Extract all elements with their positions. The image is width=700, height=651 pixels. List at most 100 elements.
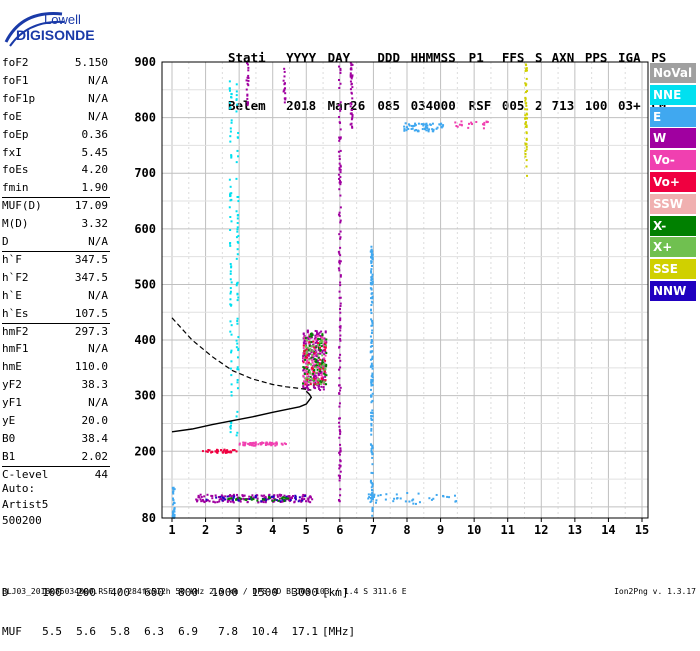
echo-point [313,369,316,372]
echo-point [338,405,341,408]
echo-point [230,93,233,96]
echo-point [442,124,445,127]
param-row: yE 20.0 [2,414,108,432]
echo-point [311,353,314,356]
echo-point [301,495,304,498]
echo-point [485,120,488,123]
echo-point [448,496,451,499]
echo-point [312,386,315,389]
echo-point [228,178,231,181]
echo-point [274,444,277,447]
echo-point [291,497,294,500]
echo-point [524,155,527,158]
echo-point [304,358,307,361]
echo-point [316,345,319,348]
echo-point [483,123,486,126]
echo-point [323,344,326,347]
param-row: C-level 44 [2,468,108,486]
echo-point [283,101,286,104]
echo-point [210,494,213,497]
echo-point [526,174,529,177]
echo-point [371,296,374,299]
echo-point [310,333,313,336]
echo-point [242,441,245,444]
echo-point [277,499,280,502]
echo-point [294,498,297,501]
echo-point [305,500,308,503]
echo-point [524,96,527,99]
echo-point [271,495,274,498]
echo-point [303,337,306,340]
echo-point [525,124,528,127]
y-tick-label: 500 [134,277,156,291]
param-value: 107.5 [74,306,108,320]
echo-point [314,349,317,352]
legend-item-vo: Vo- [650,150,696,171]
muf-cell: 6.3 [144,625,164,638]
header-label-9: PPS [584,50,608,65]
echo-point [307,347,310,350]
echo-point [370,262,373,265]
echo-point [349,112,352,115]
param-value: 5.150 [74,56,108,69]
echo-point [369,365,372,368]
echo-point [314,336,317,339]
echo-point [233,449,236,452]
echo-point [264,501,267,504]
echo-point [369,287,372,290]
echo-point [525,148,528,151]
echo-point [171,511,174,514]
echo-point [301,499,304,502]
echo-point [316,368,319,371]
echo-point [207,448,210,451]
legend-item-vo: Vo+ [650,171,696,192]
echo-point [229,192,232,195]
echo-point [229,185,232,188]
echo-point [247,69,250,72]
echo-point [370,443,373,446]
echo-point [230,351,233,354]
echo-point [375,499,378,502]
echo-point [370,270,373,273]
echo-point [307,354,310,357]
echo-point [370,414,373,417]
echo-point [370,417,373,420]
echo-point [370,268,373,271]
echo-point [246,101,249,104]
echo-point [321,378,324,381]
echo-point [319,364,322,367]
echo-point [306,362,309,365]
echo-point [321,372,324,375]
echo-point [317,347,320,350]
echo-point [309,347,312,350]
echo-point [229,298,232,301]
echo-point [229,263,232,266]
echo-point [317,385,320,388]
echo-point [524,123,527,126]
param-value: N/A [88,342,108,356]
echo-point [338,155,341,158]
echo-point [410,124,413,127]
echo-point [525,67,528,70]
echo-point [229,135,232,138]
echo-point [349,75,352,78]
echo-point [196,500,199,503]
echo-point [230,265,233,268]
echo-point [314,387,317,390]
muf-cell: 1000 [211,586,239,599]
echo-point [408,124,411,127]
echo-point [236,496,239,499]
header-value-1: 2018 [286,98,317,113]
echo-point [338,136,341,139]
param-value: 297.3 [74,324,108,338]
echo-point [214,501,217,504]
echo-point [323,372,326,375]
echo-point [351,63,354,66]
param-label: fxI [2,145,22,159]
echo-point [307,500,310,503]
echo-point [310,366,313,369]
echo-point [230,497,233,500]
echo-point [371,278,374,281]
echo-point [235,210,238,213]
legend-item-e: E [650,106,696,127]
